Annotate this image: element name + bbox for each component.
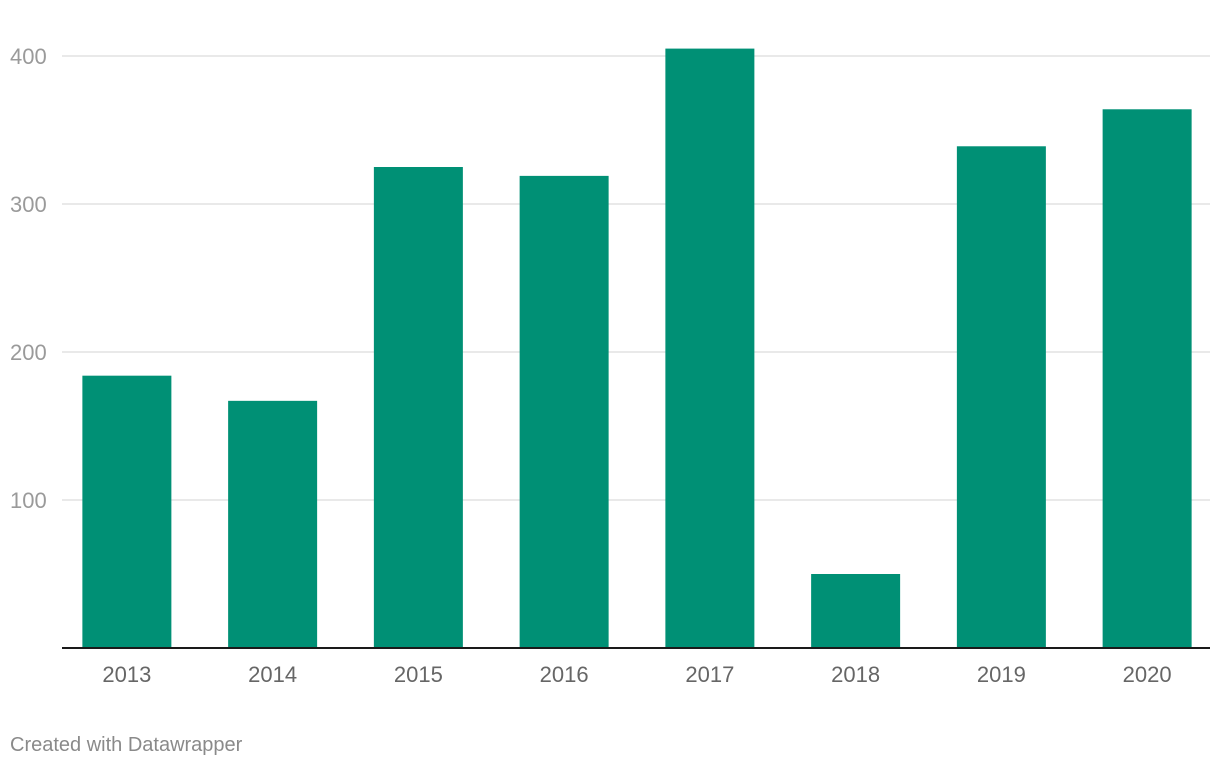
x-tick-label-2014: 2014 (248, 662, 297, 687)
bars-layer (82, 48, 1192, 649)
datawrapper-credit: Created with Datawrapper (10, 734, 243, 756)
x-tick-label-2018: 2018 (831, 662, 880, 687)
bar-2019 (956, 146, 1046, 648)
bar-2014 (228, 400, 318, 648)
bar-2016 (519, 175, 609, 648)
x-tick-label-2020: 2020 (1123, 662, 1172, 687)
y-tick-label-300: 300 (10, 192, 47, 217)
x-axis-labels: 2013 2014 2015 2016 2017 2018 2019 2020 (102, 662, 1171, 687)
y-tick-label-400: 400 (10, 44, 47, 69)
x-tick-label-2017: 2017 (685, 662, 734, 687)
bar-2020 (1102, 109, 1192, 648)
bar-2017 (665, 48, 755, 649)
y-tick-label-100: 100 (10, 488, 47, 513)
x-tick-label-2019: 2019 (977, 662, 1026, 687)
x-tick-label-2016: 2016 (540, 662, 589, 687)
bar-2013 (82, 375, 172, 648)
x-tick-label-2015: 2015 (394, 662, 443, 687)
y-tick-label-200: 200 (10, 340, 47, 365)
y-axis-labels: 100 200 300 400 (10, 44, 47, 513)
bar-2015 (373, 167, 463, 648)
bar-2018 (811, 574, 901, 648)
x-tick-label-2013: 2013 (102, 662, 151, 687)
